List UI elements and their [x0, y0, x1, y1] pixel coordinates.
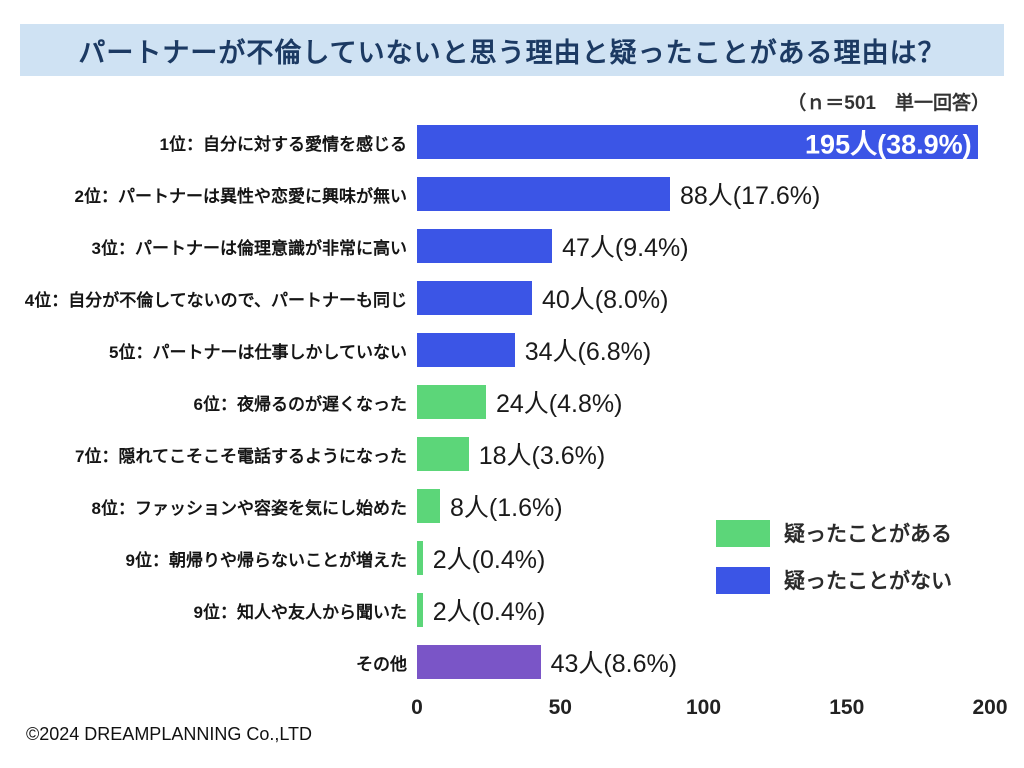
- bar-track: 47人(9.4%): [417, 229, 992, 263]
- chart-row: 9位：知人や友人から聞いた 2人(0.4%): [20, 584, 992, 636]
- bar-suspected: [417, 593, 423, 627]
- chart-row: 4位：自分が不倫してないので、パートナーも同じ 40人(8.0%): [20, 272, 992, 324]
- category-label: 9位：知人や友人から聞いた: [193, 602, 407, 622]
- bar-suspected: [417, 541, 423, 575]
- bar-not_suspected: [417, 177, 670, 211]
- value-label: 43人(8.6%): [550, 650, 678, 678]
- chart-row: 6位：夜帰るのが遅くなった 24人(4.8%): [20, 376, 992, 428]
- category-label: 6位：夜帰るのが遅くなった: [193, 394, 407, 414]
- chart-row: 1位：自分に対する愛情を感じる 195人(38.9%): [20, 116, 992, 168]
- bar-track: 2人(0.4%): [417, 541, 992, 575]
- x-tick: 0: [411, 696, 423, 719]
- title-banner: パートナーが不倫していないと思う理由と疑ったことがある理由は？: [20, 24, 1004, 76]
- value-label: 18人(3.6%): [478, 442, 606, 470]
- page-title: パートナーが不倫していないと思う理由と疑ったことがある理由は？: [78, 37, 946, 68]
- chart-row: その他 43人(8.6%): [20, 636, 992, 688]
- bar-track: 8人(1.6%): [417, 489, 992, 523]
- bar-track: 2人(0.4%): [417, 593, 992, 627]
- x-tick: 200: [972, 696, 1008, 719]
- bar-track: 34人(6.8%): [417, 333, 992, 367]
- chart-row: 2位：パートナーは異性や恋愛に興味が無い 88人(17.6%): [20, 168, 992, 220]
- value-label: 195人(38.9%): [805, 129, 972, 160]
- x-axis: 0 50 100 150 200: [411, 696, 1007, 726]
- bar-track: 195人(38.9%): [417, 125, 992, 160]
- x-tick: 150: [829, 696, 865, 719]
- bar-track: 24人(4.8%): [417, 385, 992, 419]
- category-label: その他: [356, 654, 407, 674]
- bar-suspected: [417, 437, 469, 471]
- chart-row: 8位：ファッションや容姿を気にし始めた 8人(1.6%): [20, 480, 992, 532]
- legend: 疑ったことがある 疑ったことがない: [716, 518, 952, 612]
- category-label: 9位：朝帰りや帰らないことが増えた: [125, 550, 407, 570]
- copyright-text: ©2024 DREAMPLANNING Co.,LTD: [26, 724, 313, 744]
- chart-rows: 1位：自分に対する愛情を感じる 195人(38.9%) 2位：パートナーは異性や恋愛…: [20, 116, 992, 688]
- bar-other: [417, 645, 541, 679]
- bar-track: 43人(8.6%): [417, 645, 992, 679]
- category-label: 2位：パートナーは異性や恋愛に興味が無い: [74, 186, 407, 206]
- legend-swatch: [716, 566, 770, 594]
- sample-size-note: （ｎ＝501 単一回答）: [787, 93, 990, 114]
- value-label: 88人(17.6%): [680, 182, 821, 210]
- value-label: 2人(0.4%): [432, 546, 546, 574]
- legend-label: 疑ったことがない: [784, 570, 952, 593]
- chart-row: 5位：パートナーは仕事しかしていない 34人(6.8%): [20, 324, 992, 376]
- category-label: 1位：自分に対する愛情を感じる: [159, 134, 407, 154]
- legend-entry: 疑ったことがある: [716, 518, 952, 548]
- category-label: 8位：ファッションや容姿を気にし始めた: [91, 498, 407, 518]
- category-label: 7位：隠れてこそこそ電話するようになった: [75, 446, 407, 466]
- value-label: 40人(8.0%): [542, 286, 669, 314]
- x-tick: 100: [685, 696, 722, 719]
- chart-row: 3位：パートナーは倫理意識が非常に高い 47人(9.4%): [20, 220, 992, 272]
- category-label: 5位：パートナーは仕事しかしていない: [109, 342, 407, 362]
- category-label: 3位：パートナーは倫理意識が非常に高い: [91, 238, 407, 258]
- bar-suspected: [417, 385, 486, 419]
- value-label: 2人(0.4%): [432, 598, 546, 626]
- bar-not_suspected: [417, 229, 553, 263]
- legend-label: 疑ったことがある: [784, 523, 952, 546]
- x-tick: 50: [548, 696, 572, 719]
- bar-not_suspected: [417, 333, 515, 367]
- legend-swatch: [716, 519, 770, 547]
- value-label: 34人(6.8%): [524, 338, 652, 366]
- category-label: 4位：自分が不倫してないので、パートナーも同じ: [24, 290, 407, 310]
- value-label: 47人(9.4%): [562, 234, 689, 262]
- value-label: 8人(1.6%): [450, 494, 563, 522]
- bar-suspected: [417, 489, 440, 523]
- bar-chart: 1位：自分に対する愛情を感じる 195人(38.9%) 2位：パートナーは異性や恋愛…: [20, 116, 1008, 726]
- bar-not_suspected: 195人(38.9%): [417, 125, 978, 160]
- chart-row: 7位：隠れてこそこそ電話するようになった 18人(3.6%): [20, 428, 992, 480]
- bar-track: 40人(8.0%): [417, 281, 992, 315]
- bar-not_suspected: [417, 281, 532, 315]
- legend-entry: 疑ったことがない: [716, 565, 952, 595]
- bar-track: 18人(3.6%): [417, 437, 992, 471]
- bar-track: 88人(17.6%): [417, 177, 992, 211]
- chart-row: 9位：朝帰りや帰らないことが増えた 2人(0.4%): [20, 532, 992, 584]
- value-label: 24人(4.8%): [496, 390, 623, 418]
